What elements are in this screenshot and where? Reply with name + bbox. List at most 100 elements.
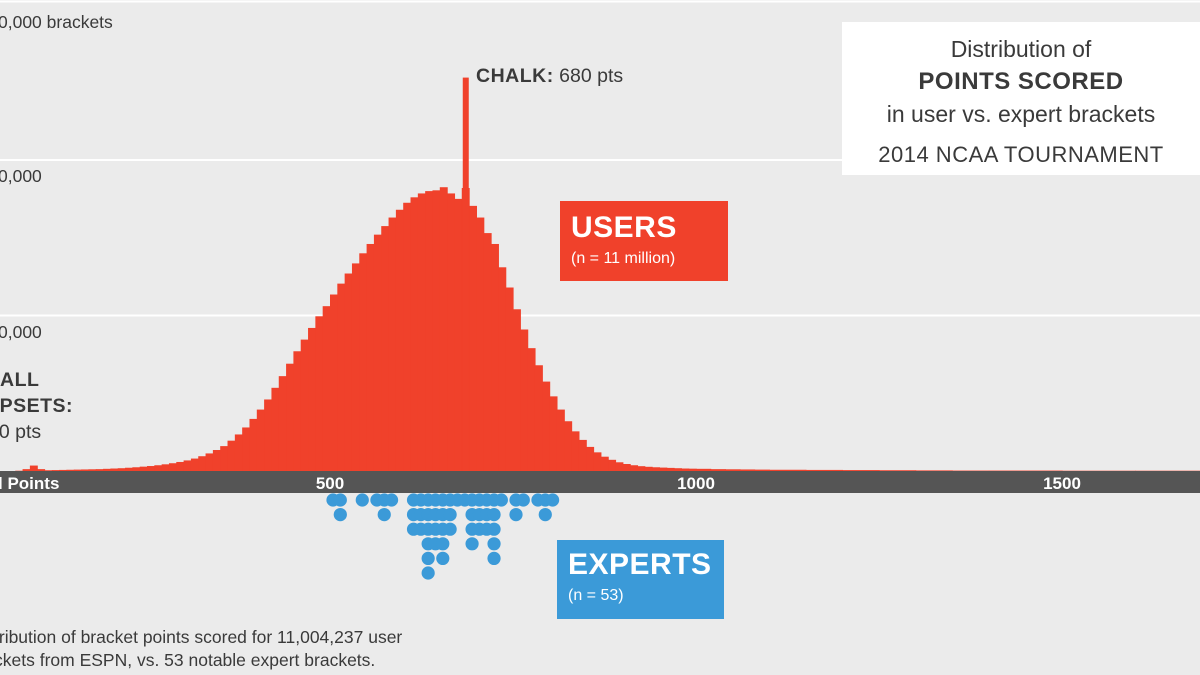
users-bar [637, 466, 646, 471]
expert-dot [421, 566, 435, 580]
chalk-label: CHALK: [476, 65, 554, 87]
users-bar [351, 263, 360, 471]
users-bar [139, 466, 148, 471]
experts-dot-plot [326, 493, 560, 580]
legend-experts: EXPERTS (n = 53) [557, 540, 724, 619]
users-bar [315, 316, 324, 471]
expert-dot [465, 537, 479, 551]
users-bar [666, 467, 675, 471]
y-tick-label-middle: 0,000 [0, 166, 42, 186]
users-bar [417, 193, 426, 471]
users-bar [125, 467, 133, 471]
expert-dot [384, 493, 399, 507]
upsets-label-1: ALL [0, 369, 40, 391]
users-bar [381, 226, 390, 471]
users-bar [366, 243, 375, 471]
users-bar [674, 468, 682, 471]
expert-dot [333, 507, 347, 522]
chalk-spike-bar [462, 77, 469, 472]
users-bar [190, 458, 199, 471]
users-bar [659, 467, 668, 471]
title-line-2: POINTS SCORED [918, 68, 1124, 95]
users-bar [322, 306, 331, 471]
users-bar [491, 243, 499, 471]
users-bar [469, 205, 477, 471]
users-bar [630, 465, 639, 471]
x-tick-label: 1000 [677, 474, 715, 493]
users-bar [520, 329, 529, 471]
expert-dot [377, 507, 391, 522]
users-bar [600, 456, 609, 471]
users-bar [549, 396, 558, 471]
users-bar [293, 351, 302, 471]
users-bar [110, 468, 119, 471]
users-bar [249, 418, 258, 471]
users-bar [688, 468, 697, 471]
users-bar [527, 348, 536, 471]
x-tick-label: 500 [316, 474, 344, 493]
users-bar [681, 468, 690, 471]
expert-dot [487, 537, 501, 551]
users-bar [498, 267, 507, 471]
users-bar [337, 283, 346, 471]
users-bar [198, 456, 207, 471]
users-bar [59, 469, 68, 471]
users-bar [586, 446, 595, 471]
caption-line-1: tribution of bracket points scored for 1… [0, 627, 403, 647]
chalk-annotation: CHALK: 680 pts [476, 65, 623, 88]
users-bar [286, 363, 294, 471]
expert-dot [333, 493, 347, 507]
users-bar [73, 469, 82, 471]
title-line-4: 2014 NCAA TOURNAMENT [878, 142, 1164, 167]
y-tick-label-top: 0,000 brackets [0, 12, 113, 32]
users-bar [534, 365, 543, 471]
users-bar [564, 421, 573, 471]
users-bar [220, 446, 229, 471]
users-bar [513, 309, 521, 471]
expert-dot [443, 522, 457, 536]
users-bar [154, 465, 163, 471]
chalk-value: 680 pts [559, 65, 624, 87]
users-bar [95, 469, 104, 471]
users-bar [725, 469, 741, 471]
users-bar [183, 460, 192, 471]
users-bar [710, 469, 726, 471]
chart-caption: tribution of bracket points scored for 1… [0, 626, 534, 672]
expert-dot [538, 507, 552, 522]
users-bar [344, 273, 353, 471]
users-bar [542, 381, 551, 471]
users-bar [308, 327, 316, 471]
users-bar [359, 253, 368, 471]
users-bar [227, 440, 236, 471]
legend-experts-label: EXPERTS [568, 548, 712, 581]
users-bar [915, 470, 953, 471]
users-bar [168, 463, 177, 471]
users-bar [615, 462, 624, 471]
users-bar [330, 294, 338, 471]
users-bar [51, 470, 60, 471]
users-bar [622, 464, 631, 471]
users-bar [22, 469, 31, 471]
users-bar [454, 198, 463, 471]
users-bar [29, 465, 38, 471]
users-bar [842, 470, 880, 471]
users-bar [271, 387, 280, 471]
legend-users: USERS (n = 11 million) [560, 201, 728, 281]
users-bar [88, 469, 97, 471]
users-bar [161, 464, 170, 471]
legend-experts-n: (n = 53) [568, 587, 624, 604]
users-bar [117, 468, 126, 471]
caption-line-2: ckets from ESPN, vs. 53 notable expert b… [0, 650, 376, 670]
expert-dot [487, 507, 501, 522]
users-bar [278, 376, 287, 471]
legend-users-n: (n = 11 million) [571, 250, 676, 267]
legend-users-label: USERS [571, 211, 677, 244]
users-bar [571, 431, 580, 471]
users-bar [300, 339, 309, 471]
x-axis-bar [0, 471, 1200, 493]
users-bar [388, 217, 397, 471]
users-bar [132, 467, 141, 471]
expert-dot [546, 493, 560, 507]
users-bar [147, 466, 155, 471]
users-bar [212, 450, 221, 471]
